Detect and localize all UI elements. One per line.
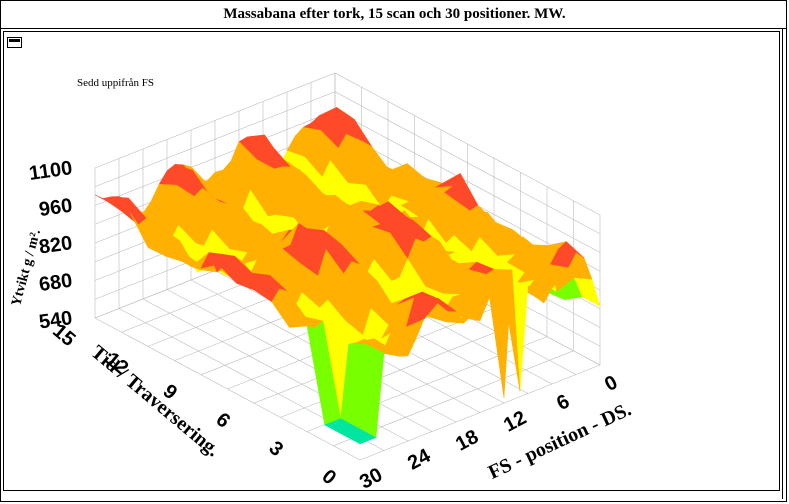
x-tick-label: 6 <box>553 390 573 415</box>
surface-mesh <box>94 106 601 445</box>
title-divider <box>0 28 787 29</box>
z-tick-label: 1100 <box>28 157 74 185</box>
window-menu-icon[interactable] <box>7 37 22 48</box>
x-tick-label: 18 <box>452 426 482 456</box>
plot-frame <box>3 31 780 491</box>
x-tick-label: 12 <box>500 407 530 437</box>
y-tick-label: 6 <box>212 409 235 433</box>
z-tick-label: 680 <box>38 270 74 296</box>
z-tick-label: 540 <box>38 307 74 333</box>
surface-cell <box>341 431 369 445</box>
y-tick-label: 0 <box>318 465 341 489</box>
z-tick-label: 820 <box>38 232 74 258</box>
window-title: Massabana efter tork, 15 scan och 30 pos… <box>223 6 566 22</box>
x-tick-label: 30 <box>356 464 386 494</box>
x-tick-label: 0 <box>601 371 621 396</box>
chart-subtitle: Sedd uppifrån FS <box>77 77 154 89</box>
x-tick-label: 24 <box>404 444 435 474</box>
y-tick-label: 3 <box>265 437 288 461</box>
z-tick-label: 960 <box>38 195 74 221</box>
right-edge-line <box>782 29 783 499</box>
